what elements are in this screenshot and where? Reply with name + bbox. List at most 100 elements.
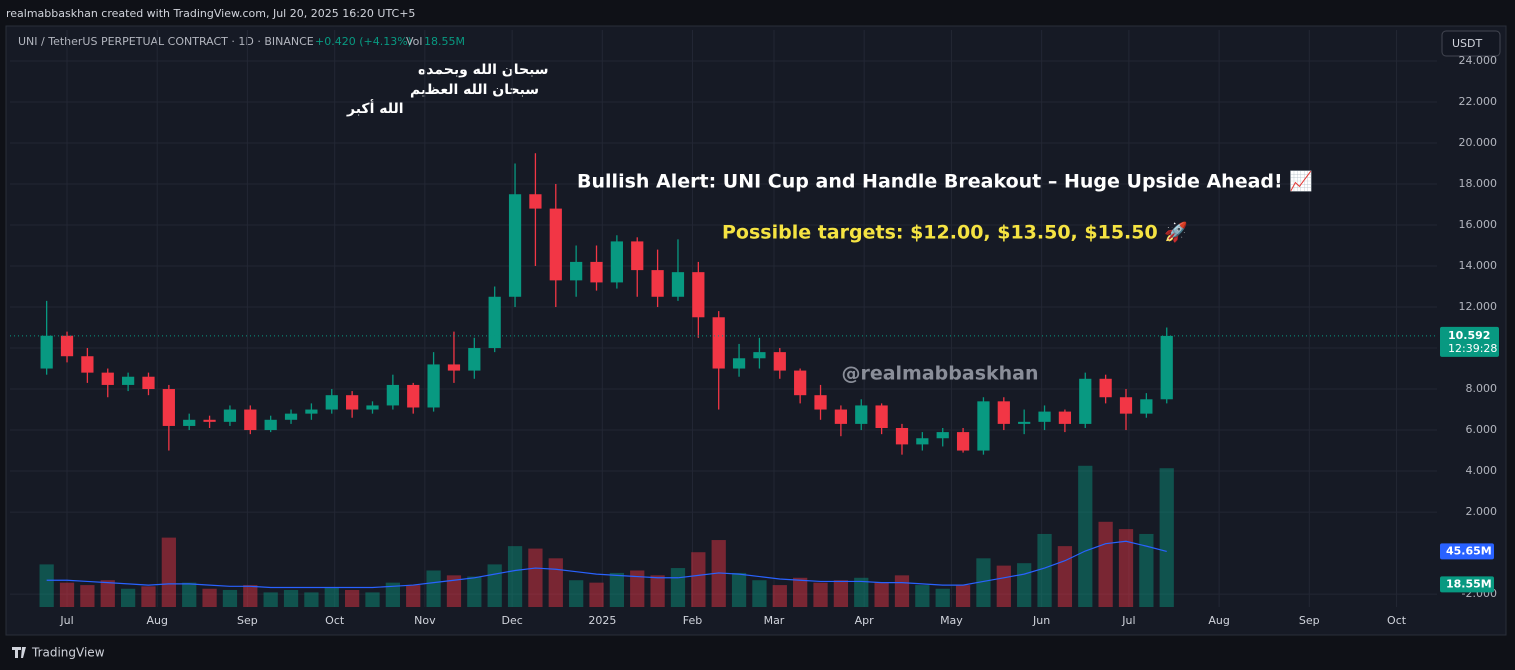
dhikr: سبحان الله العظيم [410,82,539,98]
volume-label-box [1440,543,1494,560]
volume-bar [935,588,950,607]
candle-body [997,401,1010,424]
volume-bar [528,548,543,607]
candle-body [244,409,257,431]
volume-bar [1118,529,1134,607]
volume-bar [874,582,889,607]
y-tick-label: 24.000 [1459,54,1498,67]
candle-body [488,296,501,349]
volume-bar [976,558,991,607]
volume-bar [1159,468,1174,607]
candle-body [122,376,135,385]
candle-body [1099,378,1112,398]
volume-bar [894,575,910,607]
currency-box[interactable] [1441,30,1501,57]
candle-body [366,405,379,410]
volume-bar [650,575,665,607]
volume-bar [80,585,95,607]
volume-bar [263,592,278,607]
volume-bar [507,546,523,607]
volume-bar [1139,533,1154,607]
volume-bar [955,585,971,607]
candle-body [1079,378,1092,424]
y-tick-label: 16.000 [1459,218,1498,231]
candle-body [508,194,522,297]
candle-body [855,405,868,424]
candle-body [346,395,359,410]
countdown: 12:39:28 [1448,342,1497,355]
x-tick-label: Aug [146,614,167,627]
volume-bar [222,589,238,607]
logo-icon [12,647,26,658]
volume-bar [406,585,421,607]
candle-body [386,384,399,406]
chart-frame [5,25,1507,636]
candle-body [427,364,440,408]
volume-bar [120,588,136,607]
candle-body [203,419,216,422]
volume-bar [548,558,563,607]
x-tick-label: Sep [1299,614,1320,627]
candle-body [610,241,623,283]
y-tick-label: 20.000 [1459,136,1498,149]
volume-bar [691,552,706,607]
volume-bar [854,577,869,607]
candle-body [936,432,949,439]
credit: realmabbaskhan created with TradingView.… [6,7,415,20]
y-tick-label: 14.000 [1459,259,1498,272]
volume-bar [202,588,217,607]
volume-bar [670,568,686,607]
candle-body [264,419,277,431]
volume-bar [243,585,258,607]
candle-body [284,413,298,420]
volume-bar [161,537,176,607]
x-tick-label: Feb [683,614,702,627]
volume-bar [467,576,482,607]
x-tick-label: Mar [764,614,785,627]
volume-bar [385,582,400,607]
candle-body [1058,411,1072,424]
dhikr: سبحان الله وبحمده [418,62,549,78]
candle-body [468,348,481,371]
chart-title: Bullish Alert: UNI Cup and Handle Breako… [577,170,1313,193]
candle-body [671,272,685,297]
plot [10,30,1437,607]
y-tick-label: 6.000 [1466,423,1498,436]
x-tick-label: Aug [1208,614,1229,627]
x-tick-label: Oct [325,614,345,627]
candle-body [81,356,94,373]
volume-bar [1017,563,1032,607]
candle-body [407,384,420,408]
candle-body [814,395,827,410]
candle-body [570,261,583,281]
volume-bar [324,587,339,607]
candle-body [956,432,970,451]
volume-bar [1078,465,1093,607]
last-price: 10.592 [1448,329,1490,342]
volume-bar [793,577,808,607]
volume-bar [569,580,584,607]
candle-body [732,358,746,369]
volume-bar [100,580,115,607]
candle-body [101,372,114,385]
candle-body [1018,421,1031,424]
candle-body [794,370,807,396]
candle-body [1119,397,1133,414]
volume-bar [609,572,625,607]
candle-body [651,270,664,297]
volume-bar [182,582,197,607]
candle-body [631,241,644,271]
currency[interactable]: USDT [1452,37,1483,50]
candle-body [1160,335,1173,400]
candle-body [305,409,318,414]
volume-bar [141,586,156,607]
change: +0.420 (+4.13%) [315,35,412,48]
y-tick-label: 2.000 [1466,505,1498,518]
candle-body [60,335,74,357]
candle-body [773,352,786,371]
candle-body [834,409,847,424]
candle-body [977,401,990,451]
watermark: @realmabbaskhan [841,363,1038,385]
volume-bar [752,580,767,607]
candle-body [223,409,237,422]
